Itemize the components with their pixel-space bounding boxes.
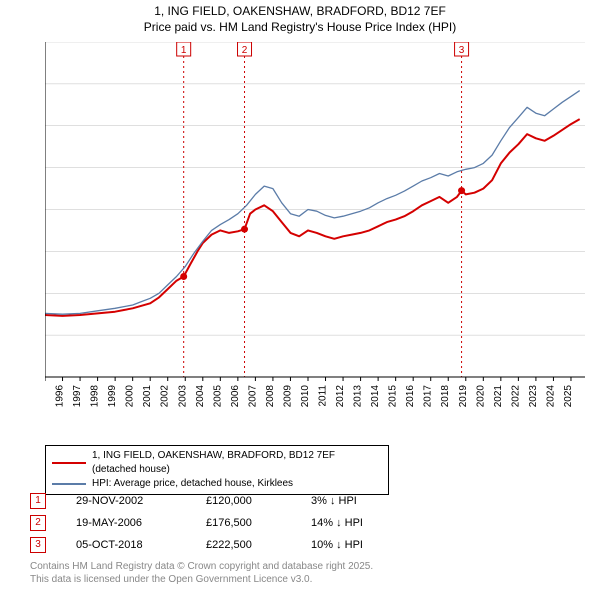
svg-text:2011: 2011 — [318, 385, 329, 407]
legend-item: HPI: Average price, detached house, Kirk… — [52, 477, 382, 491]
event-price: £120,000 — [206, 495, 311, 507]
event-row: 3 05-OCT-2018£222,50010% ↓ HPI — [30, 534, 363, 556]
legend-swatch — [52, 483, 86, 485]
legend-label: HPI: Average price, detached house, Kirk… — [92, 477, 293, 491]
footer-line-2: This data is licensed under the Open Gov… — [30, 574, 373, 587]
svg-text:2024: 2024 — [545, 385, 556, 407]
svg-text:2005: 2005 — [212, 385, 223, 407]
svg-text:2007: 2007 — [247, 385, 258, 407]
svg-text:2008: 2008 — [265, 385, 276, 407]
footer-line-1: Contains HM Land Registry data © Crown c… — [30, 561, 373, 574]
legend-label: 1, ING FIELD, OAKENSHAW, BRADFORD, BD12 … — [92, 449, 382, 477]
svg-text:2003: 2003 — [177, 385, 188, 407]
svg-text:2009: 2009 — [282, 385, 293, 407]
price-chart: £0£50K£100K£150K£200K£250K£300K£350K£400… — [45, 42, 585, 407]
svg-text:2017: 2017 — [423, 385, 434, 407]
attribution-footer: Contains HM Land Registry data © Crown c… — [30, 561, 373, 586]
svg-text:2001: 2001 — [142, 385, 153, 407]
chart-title: 1, ING FIELD, OAKENSHAW, BRADFORD, BD12 … — [0, 0, 600, 35]
svg-text:1998: 1998 — [90, 385, 101, 407]
svg-text:2019: 2019 — [458, 385, 469, 407]
svg-text:2014: 2014 — [370, 385, 381, 407]
event-date: 29-NOV-2002 — [76, 495, 206, 507]
chart-legend: 1, ING FIELD, OAKENSHAW, BRADFORD, BD12 … — [45, 445, 389, 495]
svg-text:2022: 2022 — [510, 385, 521, 407]
svg-text:2013: 2013 — [353, 385, 364, 407]
event-date: 05-OCT-2018 — [76, 539, 206, 551]
svg-text:1995: 1995 — [45, 385, 48, 407]
event-diff: 3% ↓ HPI — [311, 495, 357, 507]
svg-text:2002: 2002 — [160, 385, 171, 407]
event-price: £222,500 — [206, 539, 311, 551]
event-row: 1 29-NOV-2002£120,0003% ↓ HPI — [30, 490, 363, 512]
svg-text:2000: 2000 — [125, 385, 136, 407]
svg-text:2023: 2023 — [528, 385, 539, 407]
event-diff: 10% ↓ HPI — [311, 539, 363, 551]
event-marker: 2 — [30, 515, 46, 531]
svg-text:2018: 2018 — [440, 385, 451, 407]
svg-text:2: 2 — [242, 45, 248, 56]
legend-item: 1, ING FIELD, OAKENSHAW, BRADFORD, BD12 … — [52, 449, 382, 477]
event-diff: 14% ↓ HPI — [311, 517, 363, 529]
event-marker: 3 — [30, 537, 46, 553]
title-line-2: Price paid vs. HM Land Registry's House … — [0, 20, 600, 36]
event-date: 19-MAY-2006 — [76, 517, 206, 529]
svg-text:2006: 2006 — [230, 385, 241, 407]
svg-text:1: 1 — [181, 45, 187, 56]
event-table: 1 29-NOV-2002£120,0003% ↓ HPI 2 19-MAY-2006… — [30, 490, 363, 556]
title-line-1: 1, ING FIELD, OAKENSHAW, BRADFORD, BD12 … — [0, 4, 600, 20]
svg-text:2015: 2015 — [388, 385, 399, 407]
svg-text:2021: 2021 — [493, 385, 504, 407]
svg-text:1999: 1999 — [107, 385, 118, 407]
svg-text:2004: 2004 — [195, 385, 206, 407]
svg-text:1996: 1996 — [55, 385, 66, 407]
event-row: 2 19-MAY-2006£176,50014% ↓ HPI — [30, 512, 363, 534]
svg-text:2020: 2020 — [475, 385, 486, 407]
legend-swatch — [52, 462, 86, 464]
svg-text:1997: 1997 — [72, 385, 83, 407]
svg-text:2025: 2025 — [563, 385, 574, 407]
svg-text:2012: 2012 — [335, 385, 346, 407]
svg-text:2010: 2010 — [300, 385, 311, 407]
svg-text:2016: 2016 — [405, 385, 416, 407]
svg-text:3: 3 — [459, 45, 465, 56]
event-price: £176,500 — [206, 517, 311, 529]
event-marker: 1 — [30, 493, 46, 509]
